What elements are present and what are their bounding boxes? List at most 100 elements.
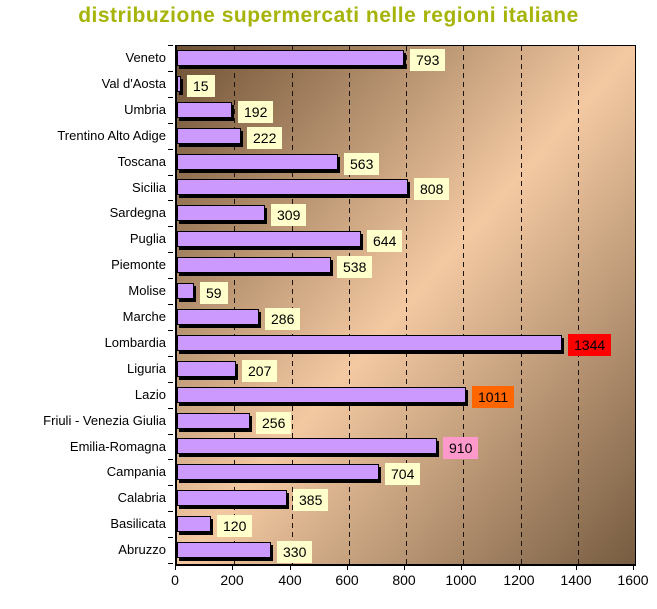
y-axis-tick [168,97,173,98]
x-axis-tick [576,565,577,570]
x-label-200: 200 [220,572,244,588]
data-label: 793 [410,49,446,71]
y-label-puglia: Puglia [129,231,166,246]
y-axis-tick [168,226,173,227]
gridline-400 [292,46,293,564]
x-axis-tick [519,565,520,570]
x-label-1200: 1200 [503,572,535,588]
x-label-400: 400 [278,572,302,588]
bar-emilia-romagna [177,438,437,454]
x-axis-tick [461,565,462,570]
gridline-1200 [521,46,522,564]
y-axis-tick [168,123,173,124]
y-label-val-d-aosta: Val d'Aosta [101,76,166,91]
y-label-molise: Molise [128,283,166,298]
data-label: 330 [277,541,313,563]
y-axis-tick [168,278,173,279]
bar-molise [177,283,194,299]
bar-lombardia [177,335,562,351]
y-axis-tick [168,200,173,201]
gridline-1400 [578,46,579,564]
bar-veneto [177,50,404,66]
y-label-abruzzo: Abruzzo [118,542,166,557]
x-label-1400: 1400 [560,572,592,588]
y-label-liguria: Liguria [126,361,166,376]
bar-val-d-aosta [177,76,181,92]
y-axis-tick [168,511,173,512]
data-label: 286 [265,308,301,330]
x-axis-tick [232,565,233,570]
y-label-lazio: Lazio [134,387,166,402]
y-label-friuli-venezia-giulia: Friuli - Venezia Giulia [43,413,166,428]
y-axis-tick [168,252,173,253]
gridline-800 [406,46,407,564]
data-label: 808 [414,178,450,200]
data-label: 538 [337,256,373,278]
y-axis-tick [168,45,173,46]
data-label: 1011 [472,386,515,408]
bar-marche [177,309,259,325]
bar-sicilia [177,179,408,195]
bar-friuli-venezia-giulia [177,413,250,429]
y-label-emilia-romagna: Emilia-Romagna [69,439,166,454]
data-label: 256 [256,412,292,434]
bar-toscana [177,154,338,170]
y-axis-tick [168,175,173,176]
chart-title: distribuzione supermercati nelle regioni… [78,4,579,27]
bar-calabria [177,490,287,506]
bar-liguria [177,361,236,377]
bar-lazio [177,387,466,403]
y-axis-tick [168,330,173,331]
gridline-1000 [463,46,464,564]
y-axis-tick [168,408,173,409]
y-axis-tick [168,459,173,460]
y-axis-tick [168,563,173,564]
data-label: 120 [217,515,253,537]
x-label-1000: 1000 [445,572,477,588]
x-axis-tick [347,565,348,570]
data-label: 704 [385,463,421,485]
gridline-600 [349,46,350,564]
y-label-umbria: Umbria [124,102,166,117]
x-label-0: 0 [171,572,179,588]
x-label-600: 600 [335,572,359,588]
y-axis-tick [168,382,173,383]
y-axis-tick [168,304,173,305]
data-label: 222 [247,127,283,149]
data-label: 910 [443,437,479,459]
data-label: 59 [200,282,228,304]
data-label: 309 [271,204,307,226]
y-label-veneto: Veneto [125,50,167,65]
bar-sardegna [177,205,265,221]
data-label: 207 [242,360,278,382]
bar-trentino-alto-adige [177,128,241,144]
data-label: 15 [187,75,215,97]
y-label-sardegna: Sardegna [109,205,166,220]
y-axis-tick [168,149,173,150]
y-label-marche: Marche [122,309,166,324]
y-label-basilicata: Basilicata [110,516,166,531]
data-label: 563 [344,153,380,175]
y-label-calabria: Calabria [117,490,166,505]
y-axis-tick [168,434,173,435]
gridline-200 [234,46,235,564]
x-label-1600: 1600 [617,572,649,588]
bar-umbria [177,102,232,118]
bar-basilicata [177,516,211,532]
data-label: 1344 [568,334,612,356]
x-axis-tick [404,565,405,570]
y-axis-tick [168,71,173,72]
bar-piemonte [177,257,331,273]
data-label: 192 [238,101,274,123]
y-label-toscana: Toscana [117,154,166,169]
y-label-campania: Campania [106,464,166,479]
x-axis-tick [175,565,176,570]
bar-abruzzo [177,542,271,558]
y-label-piemonte: Piemonte [111,257,166,272]
bar-puglia [177,231,361,247]
y-axis-tick [168,537,173,538]
plot-area: 793 15 192 222 563 808 309 644 538 59 286 1344 207 10… [175,45,636,566]
x-axis-tick [290,565,291,570]
data-label: 644 [367,230,403,252]
